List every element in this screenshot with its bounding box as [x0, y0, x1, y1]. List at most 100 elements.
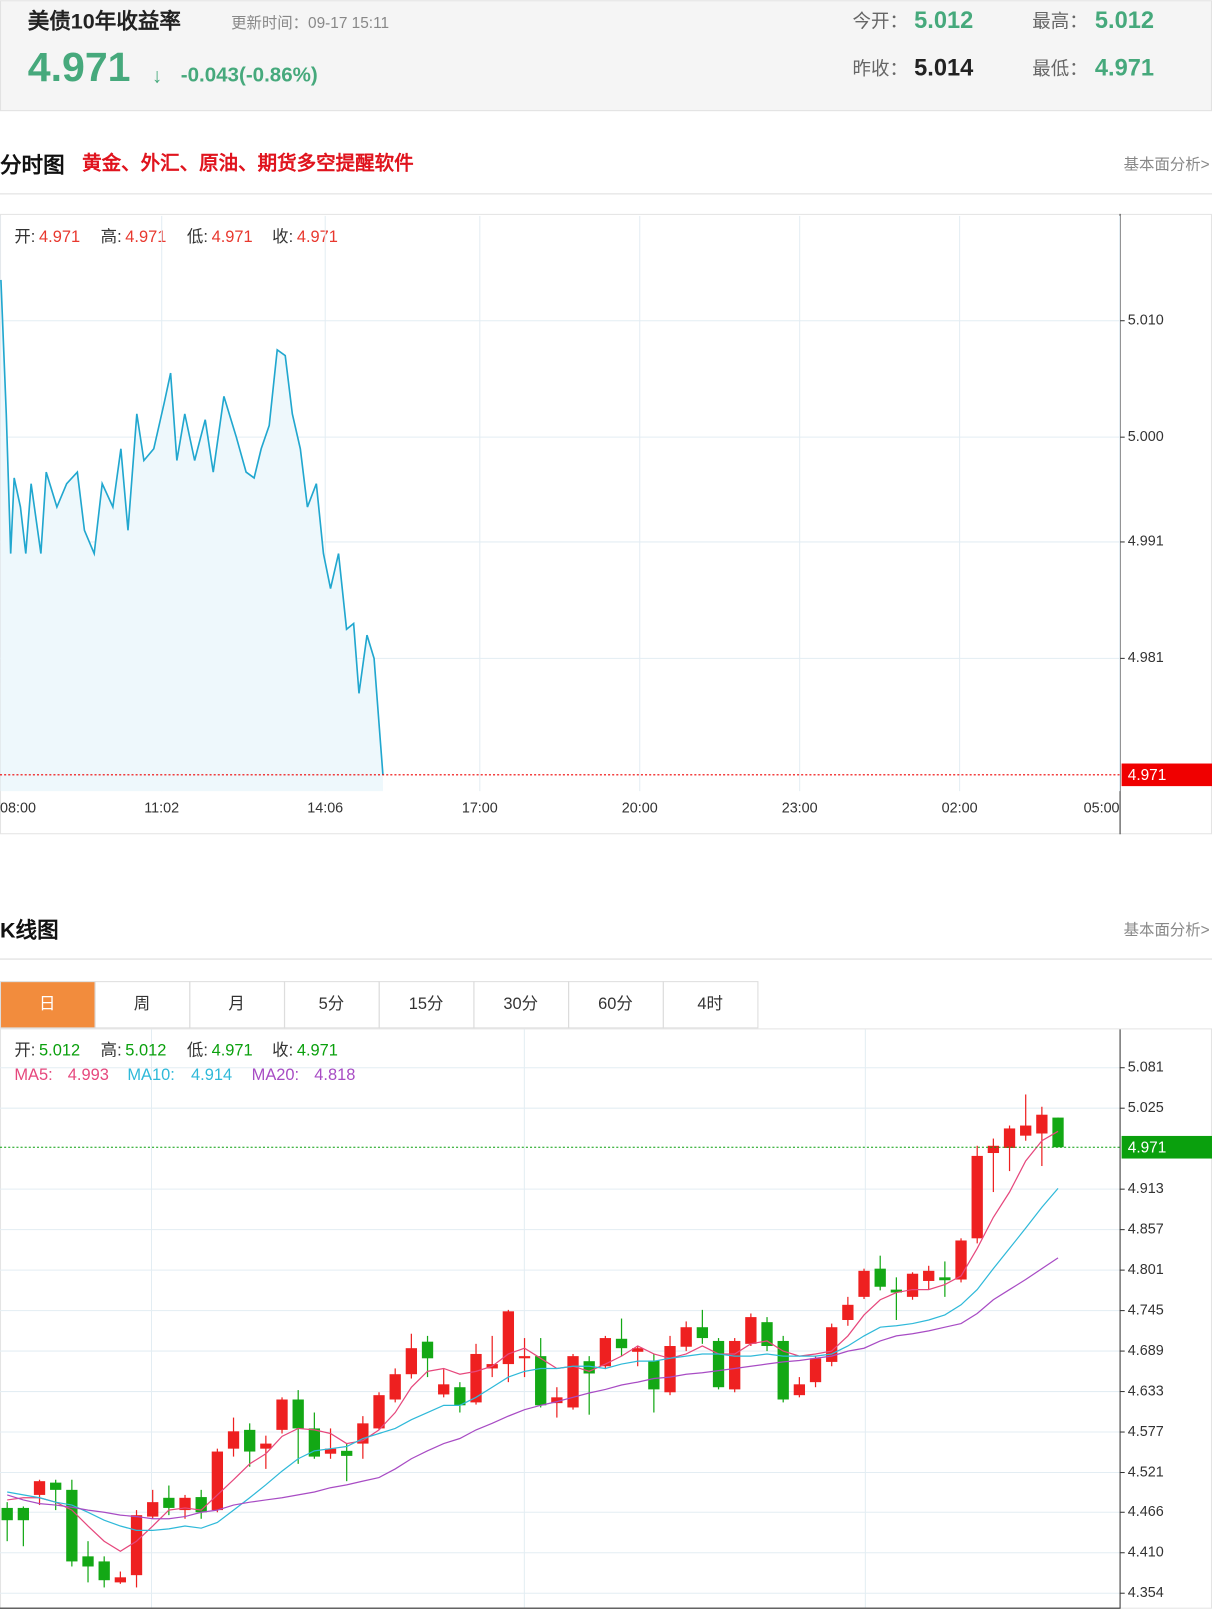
candle-body [438, 1384, 450, 1395]
tab-background [284, 981, 380, 1029]
candle-body [1020, 1125, 1032, 1136]
candle-body [147, 1502, 159, 1517]
candle-body [50, 1482, 62, 1490]
kline-frame [0, 1028, 1212, 1609]
candle-body [244, 1429, 256, 1452]
candle-body [130, 1515, 143, 1576]
tab-label: 4时 [697, 995, 723, 1013]
candle-body [211, 1451, 224, 1511]
y-tick-label: 4.981 [1128, 650, 1164, 666]
tab-label: 5分 [319, 995, 345, 1013]
promo-link[interactable]: 黄金、外汇、原油、期货多空提醒软件 [82, 152, 414, 175]
change: -0.043(-0.86%) [181, 64, 318, 87]
y-tick-label: 4.633 [1128, 1383, 1164, 1399]
analysis-link[interactable]: 基本面分析> [1124, 156, 1210, 174]
section-title: K线图 [0, 918, 59, 943]
x-tick-label: 23:00 [782, 800, 818, 816]
ohlc-label: 高: [101, 228, 122, 246]
candle-body [664, 1346, 676, 1393]
period-tab[interactable]: 4时 [662, 981, 759, 1029]
ohlc-label: 收: [272, 228, 293, 246]
y-tick-label: 4.354 [1128, 1585, 1164, 1601]
candle-body [599, 1338, 612, 1367]
candle-body [66, 1489, 78, 1562]
ohlc-label: 低: [187, 228, 208, 246]
candle-body [421, 1341, 434, 1359]
last-price-label: 4.971 [1128, 767, 1167, 784]
prev-close-label: 昨收： [853, 58, 908, 79]
change-arrow: ↓ [152, 65, 162, 88]
tab-label: 60分 [598, 995, 633, 1013]
period-tab[interactable]: 15分 [378, 981, 475, 1029]
period-tab[interactable]: 30分 [473, 981, 570, 1029]
analysis-link[interactable]: 基本面分析> [1124, 921, 1210, 939]
ohlc-value: 4.971 [297, 1041, 338, 1059]
y-tick-label: 4.577 [1128, 1424, 1164, 1440]
candle-body [227, 1431, 240, 1449]
candle-body [373, 1395, 385, 1429]
y-tick-label: 4.857 [1128, 1221, 1164, 1237]
moving-average [7, 1257, 1059, 1520]
candle-body [971, 1155, 983, 1239]
candle-body [858, 1270, 870, 1297]
ma-legend-value: 4.818 [314, 1066, 355, 1084]
period-tab[interactable]: 60分 [568, 981, 664, 1029]
period-tab[interactable]: 周 [94, 981, 191, 1029]
ohlc-value: 4.971 [212, 228, 253, 246]
candle-body [179, 1497, 191, 1511]
candle-body [292, 1399, 304, 1429]
update-time: 更新时间：09-17 15:11 [231, 14, 389, 32]
candle-body [454, 1387, 466, 1406]
high-value: 5.012 [1095, 8, 1154, 34]
ohlc-value: 5.012 [39, 1041, 80, 1059]
candle-body [389, 1374, 401, 1400]
ohlc-label: 低: [187, 1041, 208, 1059]
instrument-title: 美债10年收益率 [28, 9, 181, 34]
y-tick-label: 5.081 [1128, 1060, 1164, 1076]
ohlc-value: 4.971 [125, 228, 166, 246]
candle-body [874, 1268, 886, 1287]
period-tab[interactable]: 日 [0, 981, 96, 1029]
candle-body [712, 1340, 725, 1388]
candle-body [696, 1327, 709, 1339]
tab-label: 周 [134, 995, 150, 1013]
candle-body [777, 1340, 789, 1400]
candle-body [648, 1360, 660, 1390]
candle-body [341, 1450, 353, 1456]
candle-body [1003, 1128, 1016, 1148]
tab-label: 月 [228, 995, 244, 1013]
candle-body [518, 1356, 531, 1359]
x-tick-label: 02:00 [942, 800, 978, 816]
candle-body [114, 1577, 127, 1583]
price-area [0, 279, 383, 792]
x-tick-label: 05:00 [1084, 800, 1120, 816]
candle-body [939, 1277, 951, 1281]
header-panel [0, 0, 1212, 112]
tab-background [662, 981, 759, 1029]
price-line [0, 279, 384, 775]
low-value: 4.971 [1095, 55, 1154, 81]
ohlc-value: 5.012 [125, 1041, 166, 1059]
x-tick-label: 08:00 [0, 800, 36, 816]
period-tab[interactable]: 月 [189, 981, 285, 1029]
candle-body [906, 1273, 919, 1297]
candle-body [729, 1340, 741, 1390]
y-tick-label: 4.801 [1128, 1262, 1164, 1278]
y-tick-label: 4.913 [1128, 1181, 1164, 1197]
tab-label: 30分 [503, 995, 538, 1013]
x-tick-label: 14:06 [307, 800, 343, 816]
y-tick-label: 5.000 [1128, 429, 1164, 445]
price: 4.971 [28, 44, 131, 90]
candle-body [276, 1399, 288, 1430]
candle-body [842, 1304, 854, 1320]
candle-body [551, 1397, 563, 1404]
period-tab[interactable]: 5分 [284, 981, 380, 1029]
candle-body [761, 1322, 773, 1347]
candle-body [405, 1348, 418, 1375]
y-tick-label: 5.010 [1128, 313, 1164, 329]
tab-background [378, 981, 475, 1029]
moving-average [7, 1188, 1059, 1531]
tab-label: 15分 [409, 995, 444, 1013]
y-tick-label: 4.689 [1128, 1343, 1164, 1359]
tab-background [0, 981, 96, 1029]
